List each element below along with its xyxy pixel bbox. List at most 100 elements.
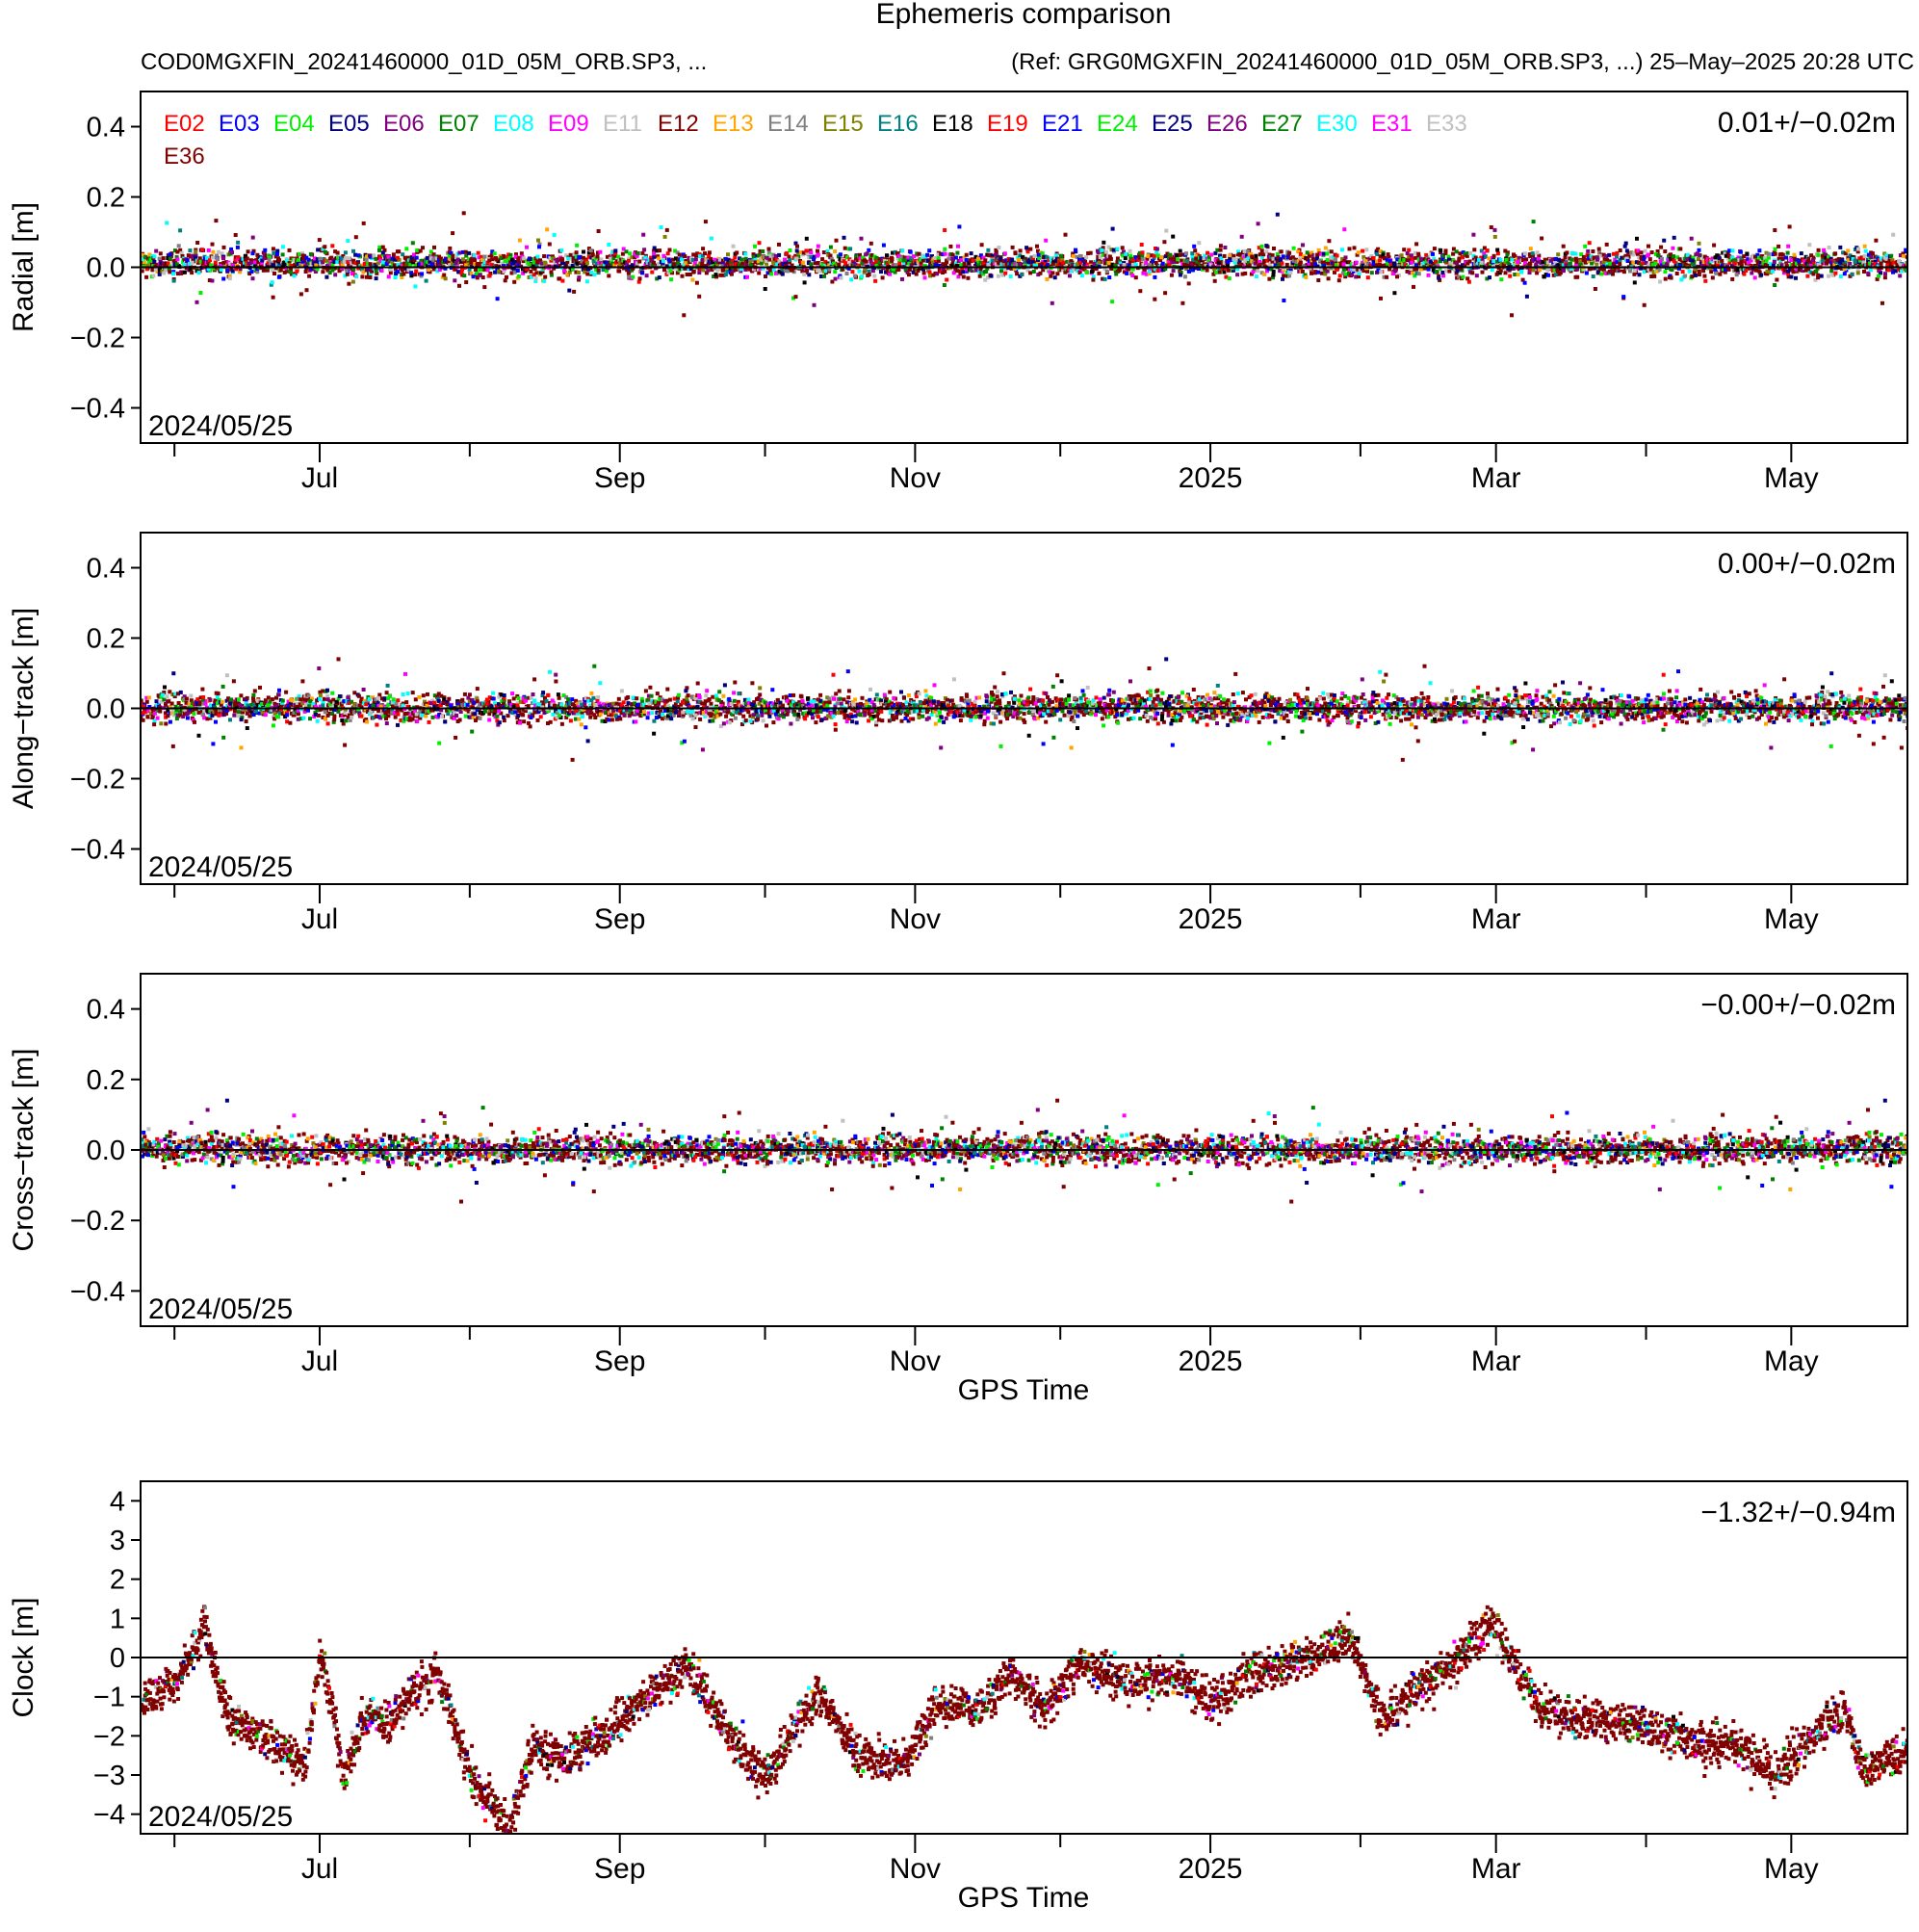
- residual-point: [1570, 251, 1574, 255]
- residual-point: [1272, 247, 1276, 250]
- residual-point: [1838, 246, 1842, 249]
- residual-point: [236, 255, 240, 259]
- y-tick-label: −0.4: [70, 394, 125, 425]
- residual-point: [268, 257, 272, 261]
- residual-point: [246, 696, 249, 700]
- residual-point: [1187, 270, 1191, 274]
- residual-point: [186, 712, 190, 716]
- residual-point: [1574, 252, 1578, 256]
- residual-point: [1846, 248, 1850, 252]
- residual-point: [211, 243, 215, 247]
- residual-point: [346, 695, 350, 699]
- residual-point: [1671, 247, 1674, 250]
- residual-point: [598, 250, 602, 254]
- residual-point: [1179, 253, 1182, 257]
- residual-point: [344, 718, 348, 722]
- residual-point: [1711, 275, 1715, 279]
- residual-point: [817, 245, 820, 248]
- residual-point: [195, 300, 199, 304]
- residual-point: [165, 221, 169, 224]
- y-axis-label: Radial [m]: [8, 202, 39, 332]
- residual-point: [585, 279, 589, 283]
- residual-point: [1124, 252, 1128, 256]
- residual-point: [1492, 254, 1496, 258]
- residual-point: [1745, 252, 1749, 256]
- residual-point: [1698, 253, 1701, 257]
- residual-point: [163, 686, 167, 690]
- residual-point: [1698, 242, 1701, 246]
- residual-point: [1594, 287, 1597, 291]
- residual-point: [1854, 259, 1857, 263]
- residual-point: [272, 251, 275, 255]
- residual-point: [1491, 268, 1494, 272]
- residual-point: [955, 251, 959, 255]
- residual-point: [1465, 276, 1469, 280]
- residual-point: [236, 246, 240, 249]
- residual-point: [777, 253, 781, 257]
- residual-point: [344, 256, 348, 260]
- residual-point: [277, 692, 281, 696]
- residual-point: [155, 699, 159, 703]
- residual-point: [1306, 250, 1310, 254]
- residual-point: [396, 270, 400, 274]
- residual-point: [660, 225, 663, 229]
- residual-point: [1556, 252, 1560, 256]
- residual-point: [724, 273, 728, 276]
- residual-point: [251, 276, 255, 280]
- residual-point: [1382, 253, 1386, 257]
- residual-point: [1475, 274, 1479, 277]
- residual-point: [1402, 248, 1406, 251]
- residual-point: [1883, 275, 1887, 279]
- residual-point: [927, 248, 931, 252]
- residual-point: [318, 238, 322, 242]
- residual-point: [1138, 289, 1142, 293]
- residual-point: [1206, 269, 1209, 273]
- residual-point: [1272, 274, 1276, 277]
- residual-point: [636, 251, 640, 255]
- residual-point: [396, 249, 400, 253]
- residual-point: [1653, 261, 1657, 265]
- residual-point: [246, 726, 249, 730]
- residual-point: [1690, 274, 1694, 278]
- residual-point: [1222, 271, 1226, 274]
- residual-point: [869, 242, 873, 246]
- residual-point: [1457, 259, 1461, 263]
- residual-point: [849, 277, 853, 281]
- residual-point: [222, 246, 226, 249]
- residual-point: [984, 270, 988, 274]
- residual-point: [1080, 274, 1084, 277]
- residual-point: [1156, 269, 1160, 273]
- residual-point: [980, 243, 984, 247]
- residual-point: [1774, 248, 1777, 251]
- residual-point: [585, 261, 589, 265]
- residual-point: [1564, 256, 1568, 260]
- residual-point: [1523, 251, 1527, 255]
- residual-point: [1304, 275, 1308, 279]
- residual-point: [1583, 245, 1587, 248]
- residual-point: [331, 698, 335, 702]
- residual-point: [1744, 269, 1748, 273]
- residual-point: [548, 243, 552, 247]
- residual-point: [166, 694, 169, 698]
- residual-point: [652, 255, 656, 259]
- residual-point: [1869, 255, 1873, 259]
- residual-point: [956, 245, 960, 248]
- residual-point: [1833, 272, 1837, 275]
- residual-point: [1054, 253, 1058, 257]
- residual-point: [277, 275, 281, 279]
- residual-point: [1759, 274, 1763, 277]
- residual-point: [324, 275, 328, 279]
- residual-point: [1123, 263, 1127, 267]
- residual-point: [1532, 220, 1536, 223]
- residual-point: [1078, 254, 1082, 258]
- residual-point: [692, 270, 696, 274]
- x-tick-label: May: [1764, 462, 1819, 494]
- residual-point: [421, 246, 425, 249]
- residual-point: [1370, 271, 1374, 274]
- residual-point: [1525, 295, 1529, 299]
- residual-point: [156, 717, 160, 720]
- residual-point: [890, 259, 894, 263]
- residual-point: [332, 715, 336, 718]
- residual-point: [1411, 257, 1414, 261]
